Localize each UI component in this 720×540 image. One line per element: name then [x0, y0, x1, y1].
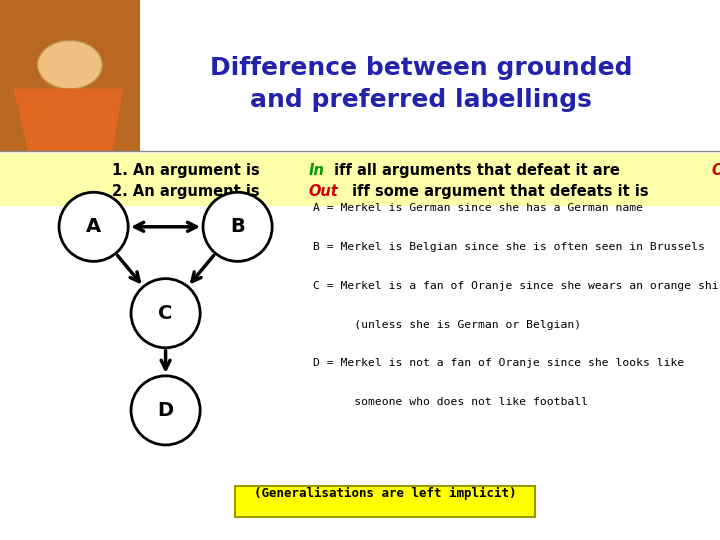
Text: B = Merkel is Belgian since she is often seen in Brussels: B = Merkel is Belgian since she is often… [313, 242, 705, 252]
Text: C = Merkel is a fan of Oranje since she wears an orange shirt: C = Merkel is a fan of Oranje since she … [313, 281, 720, 291]
Text: iff all arguments that defeat it are: iff all arguments that defeat it are [329, 163, 626, 178]
Text: A: A [86, 217, 102, 237]
Text: A = Merkel is German since she has a German name: A = Merkel is German since she has a Ger… [313, 203, 643, 213]
Text: (Generalisations are left implicit): (Generalisations are left implicit) [254, 487, 516, 500]
Text: In: In [309, 163, 325, 178]
Text: Out: Out [309, 184, 338, 199]
Text: Difference between grounded: Difference between grounded [210, 56, 632, 79]
Ellipse shape [131, 376, 200, 445]
Text: Out.: Out. [711, 163, 720, 178]
Ellipse shape [131, 279, 200, 348]
FancyBboxPatch shape [0, 0, 140, 151]
Text: someone who does not like football: someone who does not like football [313, 397, 588, 407]
Ellipse shape [59, 192, 128, 261]
Text: and preferred labellings: and preferred labellings [251, 88, 592, 112]
Text: (unless she is German or Belgian): (unless she is German or Belgian) [313, 320, 581, 329]
Text: 2. An argument is: 2. An argument is [112, 184, 264, 199]
Ellipse shape [203, 192, 272, 261]
Text: D = Merkel is not a fan of Oranje since she looks like: D = Merkel is not a fan of Oranje since … [313, 359, 685, 368]
Circle shape [37, 40, 102, 89]
Polygon shape [14, 89, 122, 151]
Text: iff some argument that defeats it is: iff some argument that defeats it is [347, 184, 654, 199]
Text: D: D [158, 401, 174, 420]
Text: 1. An argument is: 1. An argument is [112, 163, 264, 178]
FancyBboxPatch shape [0, 153, 720, 206]
Text: C: C [158, 303, 173, 323]
Text: B: B [230, 217, 245, 237]
FancyBboxPatch shape [235, 486, 535, 517]
